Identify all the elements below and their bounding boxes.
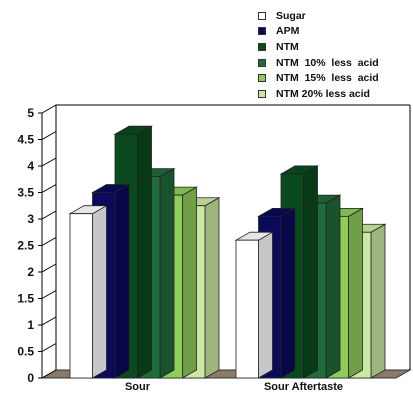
y-tick-label: 2 bbox=[27, 265, 34, 279]
bar-side bbox=[137, 125, 152, 379]
y-tick-label: 3 bbox=[27, 212, 34, 226]
bar-side bbox=[280, 207, 296, 379]
y-tick-label: 4.5 bbox=[17, 133, 34, 147]
y-tick-depth bbox=[41, 210, 57, 220]
legend-item: NTM 20% less acid bbox=[258, 86, 412, 102]
bar-side bbox=[204, 197, 220, 379]
y-tick-depth bbox=[41, 316, 57, 326]
bar-side bbox=[258, 231, 273, 379]
legend-label: NTM 20% less acid bbox=[276, 87, 370, 100]
x-tick-label: Sour Aftertaste bbox=[264, 381, 343, 393]
y-tick-depth bbox=[41, 263, 57, 273]
legend-label: NTM 15% less acid bbox=[276, 72, 379, 85]
x-tick-label: Sour bbox=[125, 381, 151, 393]
legend-swatch bbox=[258, 89, 266, 98]
bar-side bbox=[348, 207, 363, 379]
legend-swatch bbox=[258, 27, 266, 36]
legend-swatch bbox=[258, 11, 266, 20]
y-tick-label: 0.5 bbox=[17, 345, 34, 359]
y-tick-label: 5 bbox=[27, 106, 34, 120]
bar-side bbox=[370, 223, 386, 379]
bar-side bbox=[159, 167, 175, 379]
y-tick-depth bbox=[41, 290, 57, 299]
bar bbox=[69, 213, 93, 379]
legend-item: APM bbox=[258, 24, 412, 40]
y-tick-label: 2.5 bbox=[17, 239, 34, 253]
y-tick-depth bbox=[41, 131, 57, 140]
legend-label: NTM 10% less acid bbox=[276, 56, 379, 69]
bar-side bbox=[182, 186, 197, 379]
y-tick-depth bbox=[41, 184, 57, 193]
y-tick-label: 4 bbox=[27, 159, 34, 173]
legend-item: Sugar bbox=[258, 8, 412, 24]
bar-side bbox=[114, 183, 130, 379]
legend-item: NTM 10% less acid bbox=[258, 55, 412, 71]
legend: Sugar APM NTM NTM 10% less acid NTM 15% less… bbox=[258, 8, 412, 102]
y-tick-label: 1 bbox=[27, 318, 34, 332]
y-tick-depth bbox=[41, 237, 57, 246]
bar bbox=[235, 239, 259, 379]
y-tick-depth bbox=[41, 157, 57, 167]
y-tick-label: 1.5 bbox=[17, 292, 34, 306]
y-tick-depth bbox=[41, 343, 57, 352]
legend-swatch bbox=[258, 74, 266, 83]
y-tick-depth bbox=[41, 369, 57, 379]
y-tick-label: 0 bbox=[27, 371, 34, 385]
y-tick-label: 3.5 bbox=[17, 186, 34, 200]
legend-swatch bbox=[258, 42, 266, 51]
legend-swatch bbox=[258, 58, 266, 67]
bar-side bbox=[303, 165, 318, 379]
legend-label: APM bbox=[276, 25, 300, 38]
bar-side bbox=[325, 194, 341, 379]
legend-label: Sugar bbox=[276, 9, 306, 22]
y-tick-depth bbox=[41, 104, 57, 114]
legend-item: NTM bbox=[258, 39, 412, 55]
legend-item: NTM 15% less acid bbox=[258, 70, 412, 86]
bar-side bbox=[92, 205, 107, 379]
legend-label: NTM bbox=[276, 40, 299, 53]
